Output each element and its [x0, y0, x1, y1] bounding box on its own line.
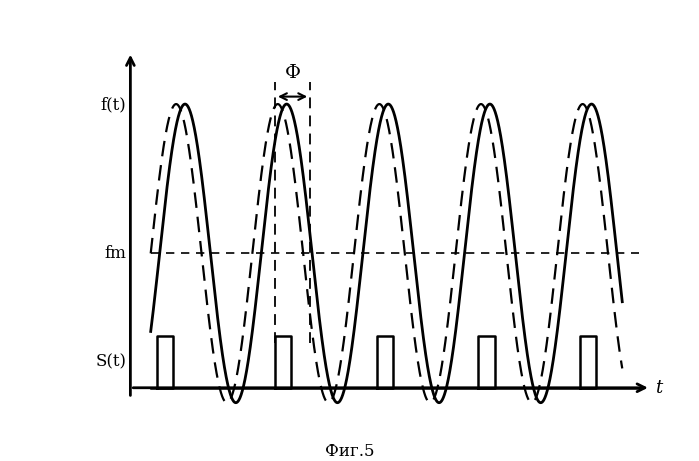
- Text: t: t: [655, 379, 662, 397]
- Text: Φ: Φ: [284, 64, 301, 82]
- Text: f(t): f(t): [101, 97, 127, 113]
- Text: Фиг.5: Фиг.5: [325, 443, 374, 461]
- Text: fm: fm: [104, 245, 127, 262]
- Text: S(t): S(t): [95, 353, 127, 370]
